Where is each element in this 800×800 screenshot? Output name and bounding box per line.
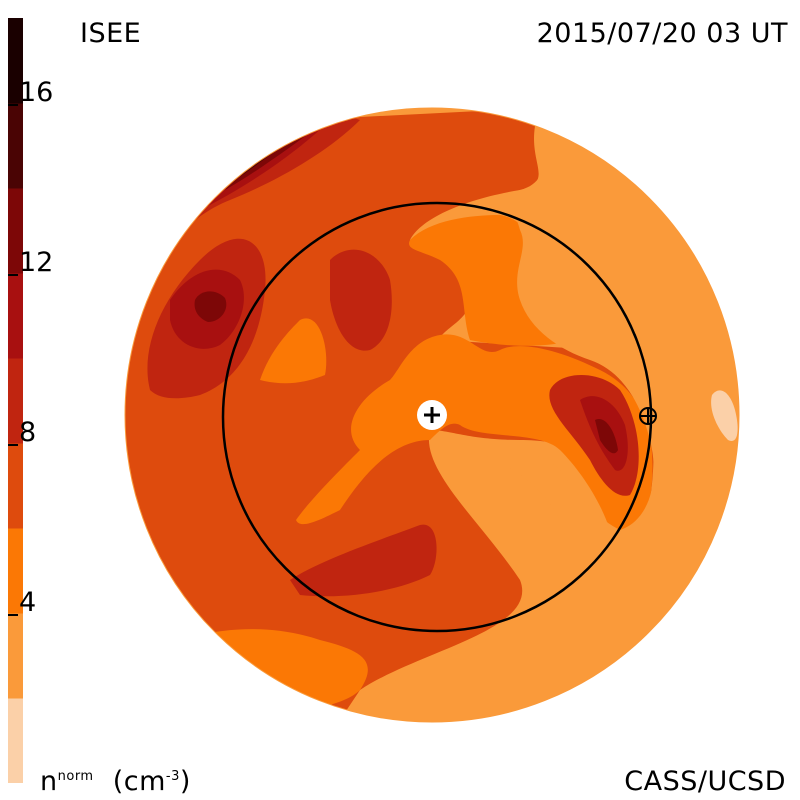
units-paren: (cm — [112, 766, 166, 797]
contour-region-4-6 — [260, 318, 327, 384]
colorbar-tick-label: 12 — [8, 249, 53, 276]
sun-marker-icon — [417, 400, 447, 430]
colorbar-tick-label: 16 — [8, 79, 53, 106]
colorbar-segment — [8, 188, 23, 274]
contour-region-8-10 — [330, 249, 392, 351]
contour-region-8-10 — [290, 524, 437, 597]
timestamp-label: 2015/07/20 03 UT — [536, 18, 788, 49]
colorbar-tick-label: 8 — [8, 419, 36, 446]
disk-outline — [124, 107, 740, 723]
colorbar-segment — [8, 443, 23, 529]
colorbar-segment — [8, 358, 23, 444]
contour-region-2-4 — [360, 108, 739, 720]
colorbar-segment — [8, 103, 23, 189]
contour-region-12-14 — [595, 419, 618, 454]
colorbar — [8, 18, 23, 783]
credit-label: CASS/UCSD — [624, 766, 786, 797]
units-close: ) — [179, 766, 191, 797]
colorbar-segment — [8, 528, 23, 614]
colorbar-segment — [8, 613, 23, 699]
header-left-label: ISEE — [80, 18, 142, 49]
colorbar-segment — [8, 18, 23, 104]
colorbar-segment — [8, 273, 23, 359]
units-symbol: n — [40, 766, 58, 797]
earth-marker-icon — [639, 407, 657, 425]
units-superscript: norm — [57, 769, 94, 784]
units-exponent: -3 — [165, 769, 180, 784]
contour-region-12-14 — [194, 291, 227, 322]
units-label: nnorm (cm-3) — [40, 768, 191, 795]
colorbar-tick-label: 4 — [8, 589, 36, 616]
colorbar-segment — [8, 698, 23, 783]
contour-region-0-2 — [711, 390, 738, 441]
